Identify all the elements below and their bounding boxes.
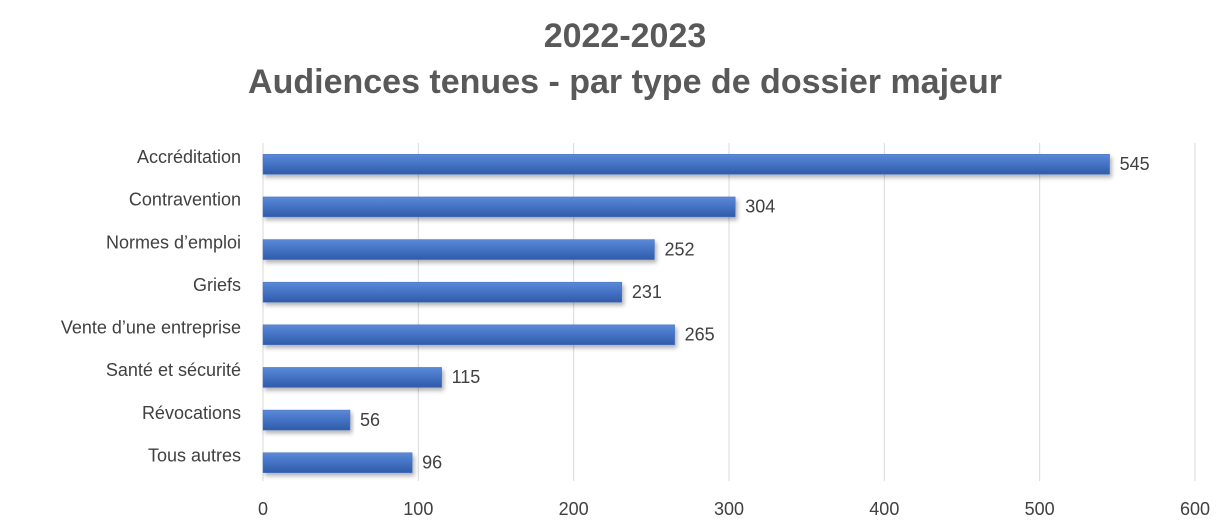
chart-title: 2022-2023 <box>544 17 707 55</box>
bar <box>262 324 675 346</box>
chart-title: Audiences tenues - par type de dossier m… <box>248 63 1002 101</box>
y-tick-label: Accréditation <box>137 147 241 167</box>
data-label: 231 <box>632 282 662 302</box>
x-tick-label: 0 <box>258 499 268 519</box>
data-label: 115 <box>452 367 481 387</box>
y-tick-label: Tous autres <box>148 445 241 465</box>
x-tick-label: 500 <box>1025 499 1055 519</box>
bar <box>262 281 623 303</box>
bar <box>262 367 442 388</box>
bar <box>262 239 655 260</box>
x-tick-label: 600 <box>1180 499 1210 519</box>
data-label: 96 <box>422 452 442 472</box>
bar <box>262 409 351 431</box>
x-tick-label: 200 <box>559 499 589 519</box>
y-tick-label: Normes d’emploi <box>106 232 241 252</box>
data-label: 545 <box>1120 154 1150 174</box>
x-tick-label: 400 <box>869 499 899 519</box>
y-tick-label: Vente d’une entreprise <box>61 318 241 338</box>
data-label: 252 <box>664 239 694 259</box>
data-label: 56 <box>360 410 380 430</box>
bar <box>262 196 736 218</box>
y-tick-label: Griefs <box>193 275 241 295</box>
data-label: 265 <box>685 325 715 345</box>
x-tick-label: 300 <box>714 499 744 519</box>
y-tick-label: Révocations <box>142 403 241 423</box>
bar <box>262 452 413 473</box>
y-tick-label: Santé et sécurité <box>106 360 241 380</box>
x-tick-label: 100 <box>403 499 433 519</box>
bar <box>262 154 1110 175</box>
data-label: 304 <box>745 197 775 217</box>
y-tick-label: Contravention <box>129 190 241 210</box>
